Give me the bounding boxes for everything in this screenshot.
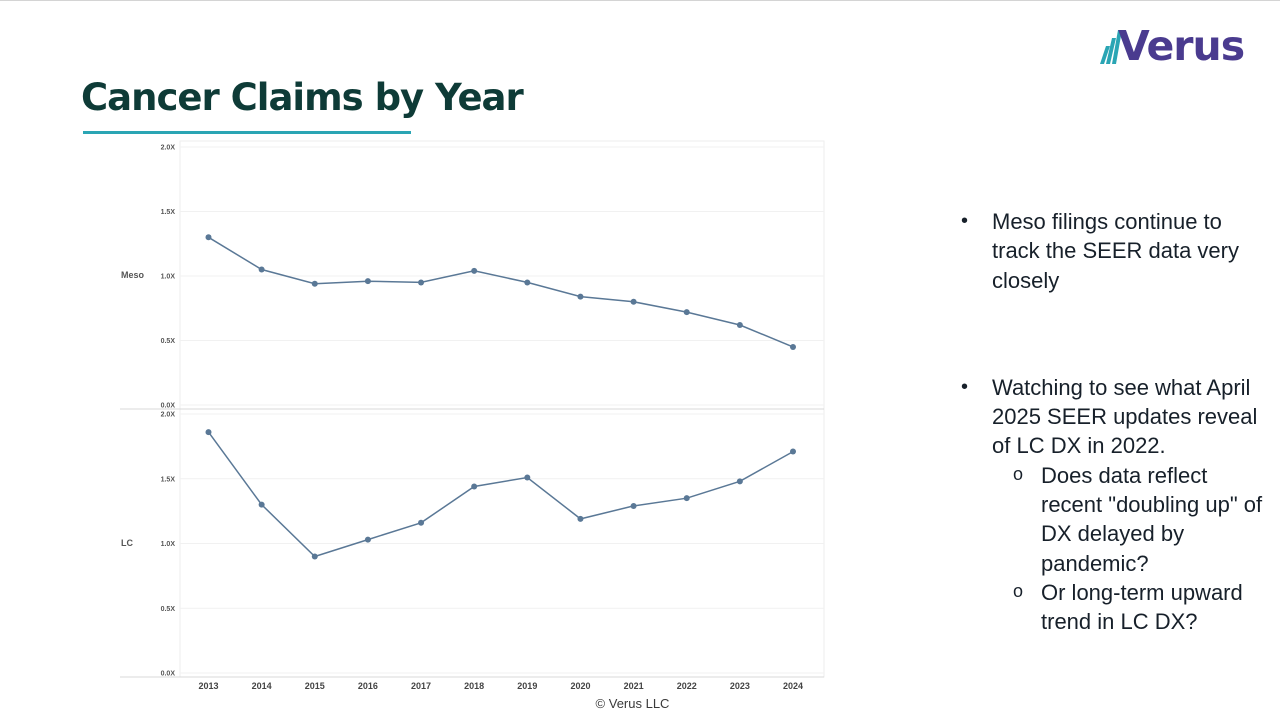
data-point <box>524 279 531 286</box>
data-point <box>364 278 371 285</box>
bullet-list: Meso filings continue to track the SEER … <box>958 207 1268 637</box>
data-point <box>311 280 318 287</box>
sub-bullet-text: Or long-term upward trend in LC DX? <box>1041 579 1243 635</box>
x-tick-label: 2022 <box>677 681 697 691</box>
data-point <box>205 234 212 241</box>
x-tick-label: 2018 <box>464 681 484 691</box>
sub-bullet-item: Does data reflect recent "doubling up" o… <box>992 460 1268 578</box>
y-tick-label: 1.0X <box>161 274 176 281</box>
data-point <box>630 502 637 509</box>
top-rule <box>0 0 1280 1</box>
y-tick-label: 0.0X <box>161 671 176 678</box>
x-tick-label: 2021 <box>624 681 644 691</box>
row-label: Meso <box>121 270 145 280</box>
x-tick-label: 2024 <box>783 681 803 691</box>
y-tick-label: 0.0X <box>161 403 176 410</box>
data-point <box>577 515 584 522</box>
cancer-claims-chart: 2.0X 1.5X 1.0X 0.5X 0.0X Meso 2.0X 1.5X 1.0X 0.5X… <box>120 140 825 691</box>
page-title: Cancer Claims by Year <box>81 76 524 119</box>
y-tick-label: 2.0X <box>161 145 176 152</box>
x-tick-label: 2013 <box>198 681 218 691</box>
series-line <box>207 431 794 558</box>
data-point <box>471 483 478 490</box>
y-tick-label: 0.5X <box>161 606 176 613</box>
data-point <box>524 474 531 481</box>
x-tick-label: 2017 <box>411 681 431 691</box>
data-point <box>577 293 584 300</box>
data-point <box>790 343 796 350</box>
data-point <box>683 309 690 316</box>
logo-text: Verus <box>1118 22 1245 70</box>
data-point <box>790 448 796 455</box>
bullet-text: Watching to see what April 2025 SEER upd… <box>992 374 1258 459</box>
data-point <box>311 553 318 560</box>
x-tick-label: 2016 <box>358 681 378 691</box>
data-point <box>471 267 478 274</box>
y-tick-label: 1.5X <box>161 476 176 483</box>
data-point <box>683 495 690 502</box>
title-underline <box>83 131 411 134</box>
bullet-item-meso: Meso filings continue to track the SEER … <box>958 207 1268 295</box>
x-tick-label: 2015 <box>305 681 325 691</box>
series-line <box>208 236 794 348</box>
sub-bullet-list: Does data reflect recent "doubling up" o… <box>992 460 1268 637</box>
footer-copyright: © Verus LLC <box>595 696 670 711</box>
data-point <box>205 429 212 436</box>
data-point <box>736 322 743 329</box>
x-tick-label: 2014 <box>252 681 272 691</box>
data-point <box>258 501 265 508</box>
data-point <box>630 298 637 305</box>
data-point <box>258 266 265 273</box>
y-tick-label: 0.5X <box>161 338 176 345</box>
y-tick-label: 1.5X <box>161 209 176 216</box>
data-point <box>364 536 371 543</box>
row-label: LC <box>121 538 133 548</box>
data-point <box>418 519 425 526</box>
y-tick-label: 2.0X <box>161 412 176 419</box>
bullet-item-lc: Watching to see what April 2025 SEER upd… <box>958 373 1268 637</box>
sub-bullet-text: Does data reflect recent "doubling up" o… <box>1041 462 1263 576</box>
y-tick-label: 1.0X <box>161 541 176 548</box>
bullet-text: Meso filings continue to track the SEER … <box>992 209 1239 293</box>
x-tick-label: 2023 <box>730 681 750 691</box>
data-point <box>736 478 743 485</box>
sub-bullet-item: Or long-term upward trend in LC DX? <box>992 577 1268 637</box>
x-tick-label: 2020 <box>570 681 590 691</box>
data-point <box>418 279 425 286</box>
x-tick-label: 2019 <box>517 681 537 691</box>
verus-logo-icon <box>1100 30 1122 64</box>
